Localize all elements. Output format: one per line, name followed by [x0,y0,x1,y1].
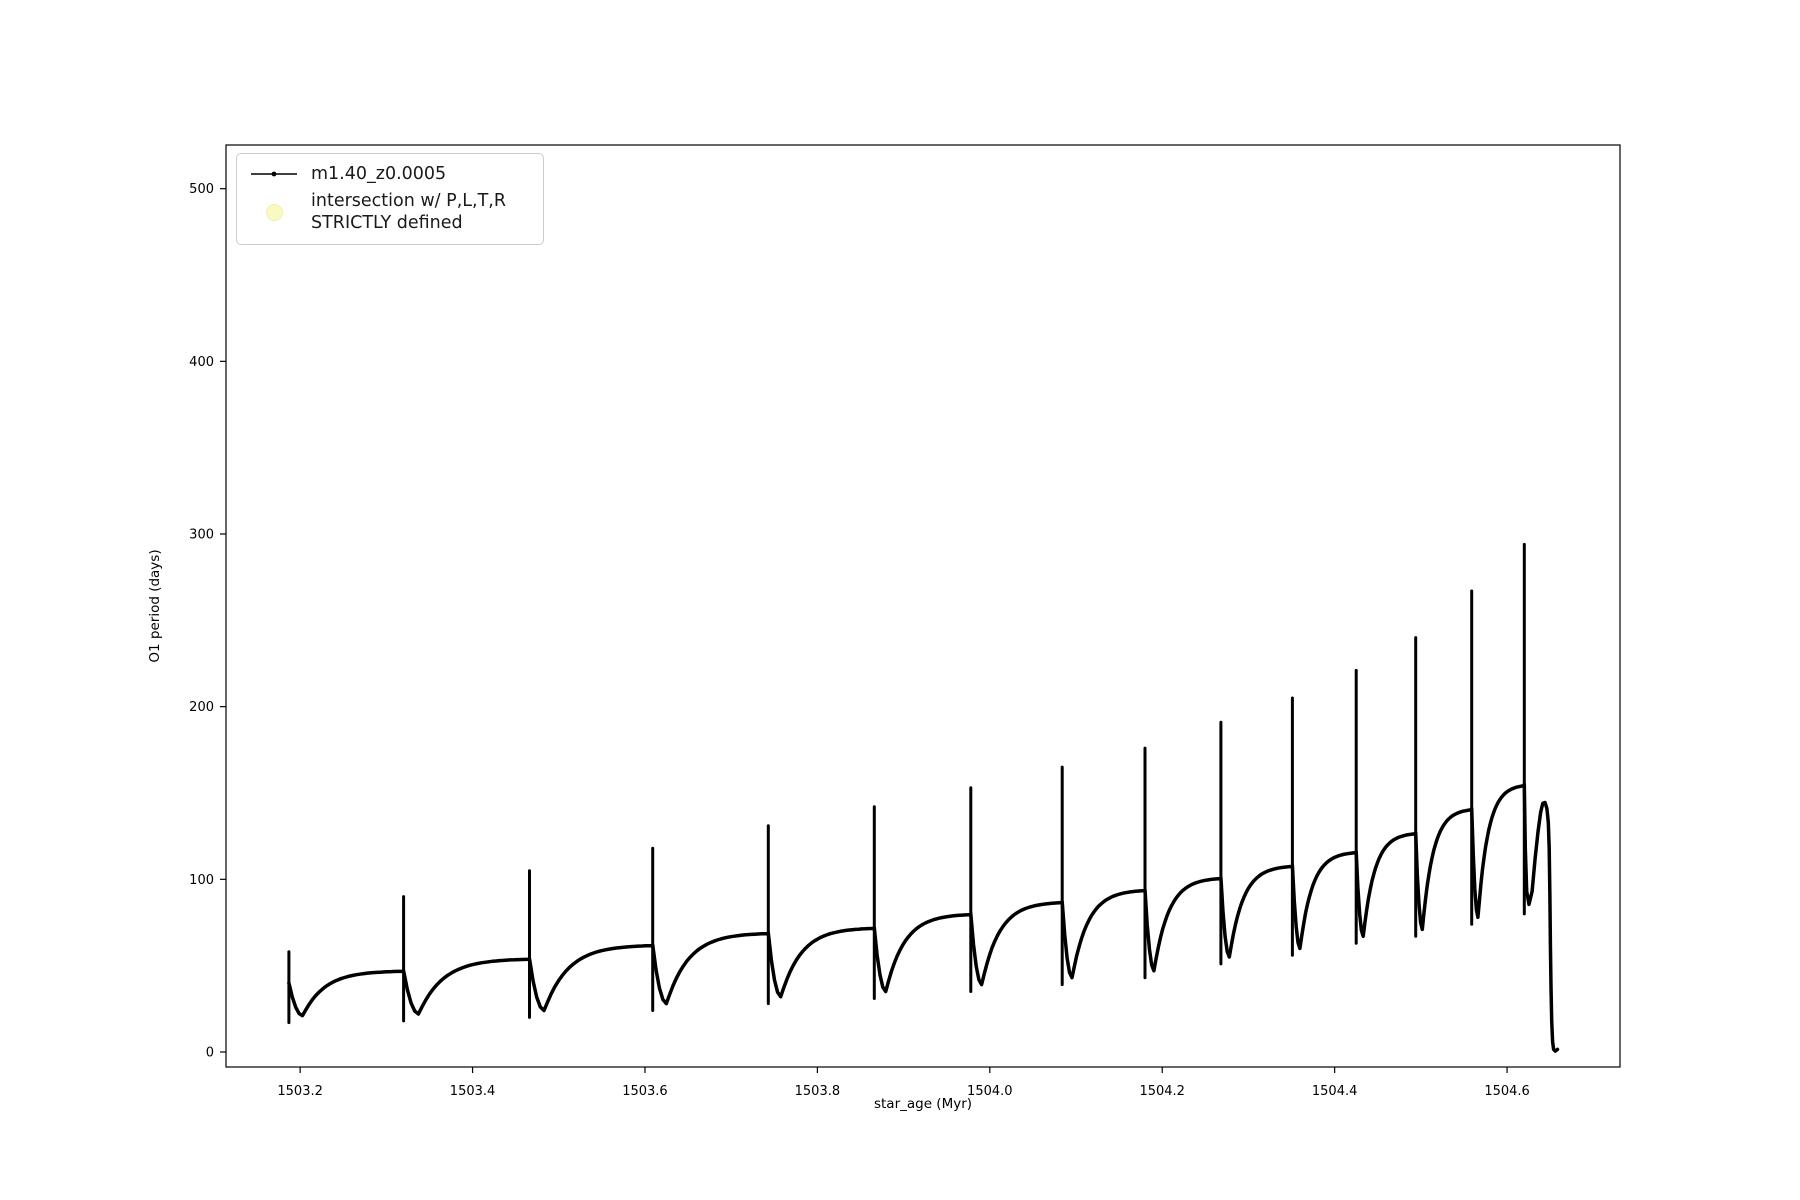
line-marker-sample [246,170,302,178]
x-tick-label: 1504.0 [967,1084,1013,1099]
scatter-marker-sample [246,203,302,221]
x-tick-label: 1504.4 [1312,1084,1358,1099]
legend-series-label: m1.40_z0.0005 [311,164,447,184]
y-tick-label: 0 [206,1045,214,1060]
y-tick-label: 500 [189,182,214,197]
legend-entry-scatter: intersection w/ P,L,T,R STRICTLY defined [246,190,531,234]
y-tick-label: 200 [189,700,214,715]
y-tick-label: 400 [189,355,214,370]
axes-frame [225,144,1621,1068]
y-tick-label: 100 [189,873,214,888]
legend-scatter-label-line1: intersection w/ P,L,T,R [311,191,506,211]
x-tick-label: 1503.4 [450,1084,496,1099]
series-line [287,782,1560,1053]
x-tick-label: 1504.6 [1484,1084,1530,1099]
x-tick-label: 1503.2 [277,1084,323,1099]
legend: m1.40_z0.0005 intersection w/ P,L,T,R ST… [236,153,544,245]
y-axis-label: O1 period (days) [147,549,163,663]
x-axis-label: star_age (Myr) [873,1096,973,1112]
legend-entry-series: m1.40_z0.0005 [246,163,531,185]
y-tick-label: 300 [189,528,214,543]
x-tick-label: 1503.6 [622,1084,668,1099]
legend-scatter-label-line2: STRICTLY defined [311,213,463,233]
x-tick-label: 1504.2 [1139,1084,1185,1099]
spike-lines [287,542,1526,1025]
legend-scatter-label: intersection w/ P,L,T,R STRICTLY defined [311,190,506,234]
x-tick-label: 1503.8 [795,1084,841,1099]
